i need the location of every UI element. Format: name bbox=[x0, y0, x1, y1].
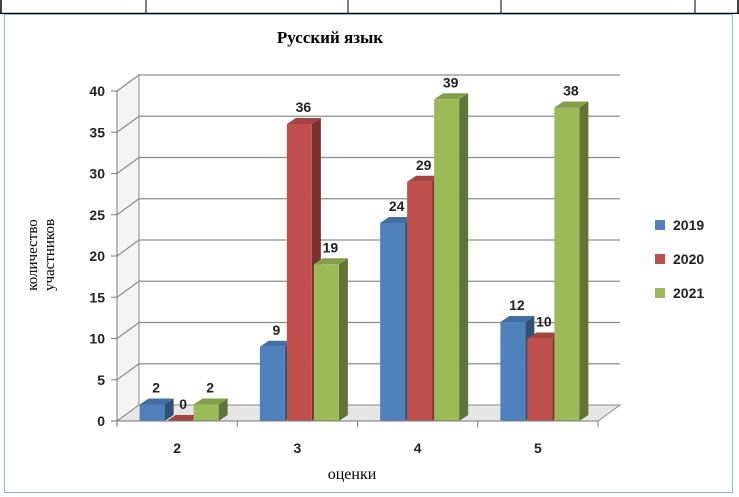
bar-front bbox=[139, 404, 165, 421]
bars bbox=[139, 93, 589, 422]
bar-side bbox=[459, 93, 469, 421]
bar-front bbox=[380, 223, 406, 421]
bar-front bbox=[193, 404, 219, 421]
data-label: 0 bbox=[179, 396, 187, 412]
legend: 2019 2020 2021 bbox=[655, 217, 704, 301]
bar-top bbox=[313, 258, 348, 265]
table-borders bbox=[0, 0, 739, 14]
y-tick-label: 0 bbox=[97, 413, 105, 429]
y-tick-label: 20 bbox=[89, 248, 105, 264]
bar-front bbox=[527, 338, 553, 421]
x-tick-label: 2 bbox=[173, 440, 181, 456]
bar-top bbox=[380, 217, 415, 223]
x-axis-title: оценки bbox=[328, 466, 377, 483]
x-tick-label: 3 bbox=[293, 440, 301, 456]
data-label: 12 bbox=[509, 297, 525, 313]
bar-top bbox=[434, 93, 469, 100]
bar-top bbox=[500, 316, 535, 322]
x-tick-label: 4 bbox=[414, 440, 422, 456]
data-label: 2 bbox=[152, 380, 160, 396]
legend-swatch bbox=[655, 254, 665, 264]
y-tick-label: 25 bbox=[89, 207, 105, 223]
y-tick-label: 35 bbox=[89, 124, 105, 140]
bar-front bbox=[286, 124, 312, 421]
data-label: 10 bbox=[536, 314, 552, 330]
data-label: 19 bbox=[323, 239, 339, 255]
bar-side bbox=[164, 398, 174, 421]
bar-top bbox=[407, 175, 442, 182]
y-tick-label: 10 bbox=[89, 331, 105, 347]
bar-top bbox=[527, 332, 562, 339]
bar-top bbox=[286, 118, 321, 124]
bar-front bbox=[500, 322, 526, 421]
legend-label: 2020 bbox=[673, 251, 704, 267]
bar-side bbox=[218, 398, 228, 421]
bar-front bbox=[313, 264, 339, 421]
bar-2021-4 bbox=[434, 93, 469, 421]
gridline bbox=[116, 74, 620, 92]
legend-swatch bbox=[655, 220, 665, 230]
data-label: 24 bbox=[389, 198, 405, 214]
chart-title: Русский язык bbox=[277, 28, 383, 47]
y-tick-label: 30 bbox=[89, 166, 105, 182]
bar-top bbox=[193, 398, 228, 405]
y-tick-label: 15 bbox=[89, 289, 105, 305]
data-label: 2 bbox=[206, 380, 214, 396]
x-tick-label: 5 bbox=[534, 440, 542, 456]
bar-front bbox=[434, 99, 460, 421]
bar-front bbox=[407, 181, 433, 421]
bar-top bbox=[259, 340, 294, 347]
bar-front bbox=[259, 346, 285, 421]
bar-2021-5 bbox=[554, 101, 589, 421]
y-axis-title-line-1: количество bbox=[25, 219, 41, 291]
table-top-row bbox=[0, 0, 739, 14]
legend-swatch bbox=[655, 288, 665, 298]
bar-2021-3 bbox=[313, 258, 348, 421]
data-label: 29 bbox=[416, 157, 432, 173]
data-label: 39 bbox=[443, 74, 459, 90]
y-axis-title: количество участников bbox=[25, 219, 58, 291]
bar-side bbox=[338, 258, 348, 421]
bar-top bbox=[166, 415, 201, 421]
bar-front bbox=[554, 107, 580, 421]
y-tick-label: 5 bbox=[97, 372, 105, 388]
data-label: 36 bbox=[296, 99, 312, 115]
bar-2019-2 bbox=[139, 398, 174, 421]
bar-side bbox=[579, 101, 589, 421]
bar-top bbox=[554, 101, 589, 108]
y-tick-label: 40 bbox=[89, 83, 105, 99]
data-label: 38 bbox=[563, 83, 579, 99]
legend-label: 2021 bbox=[673, 285, 704, 301]
axes bbox=[111, 90, 599, 427]
bar-2021-2 bbox=[193, 398, 228, 421]
y-axis-title-line-2: участников bbox=[42, 219, 58, 291]
data-label: 9 bbox=[272, 322, 280, 338]
bar-top bbox=[139, 398, 174, 405]
legend-label: 2019 bbox=[673, 217, 704, 233]
